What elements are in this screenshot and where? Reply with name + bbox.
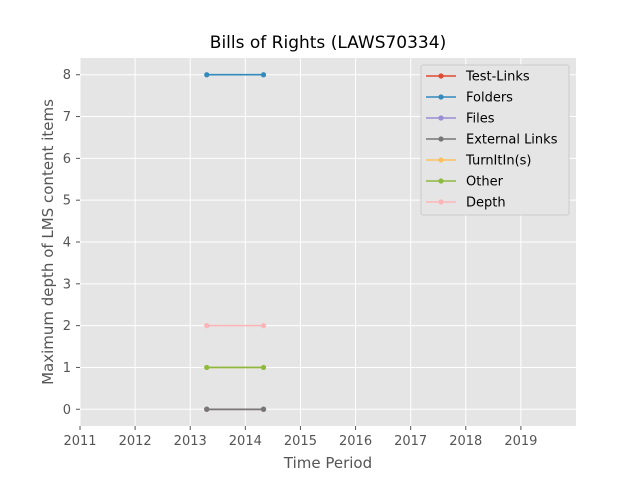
data-point xyxy=(204,364,210,371)
y-axis-label: Maximum depth of LMS content items xyxy=(39,99,57,385)
legend-marker xyxy=(438,199,444,205)
legend-label: External Links xyxy=(466,133,558,148)
series-external-links xyxy=(204,406,267,412)
data-point xyxy=(204,72,210,78)
legend-label: Test-Links xyxy=(465,70,530,85)
legend-box xyxy=(420,64,570,216)
y-tick-label: 2 xyxy=(63,319,71,334)
x-tick-label: 2017 xyxy=(394,434,427,449)
series-depth xyxy=(204,323,267,329)
y-tick-label: 1 xyxy=(63,361,71,376)
data-point xyxy=(260,364,267,371)
legend-marker xyxy=(438,136,444,142)
y-tick-label: 3 xyxy=(63,277,71,292)
legend-marker xyxy=(438,94,444,100)
data-point xyxy=(260,406,267,412)
legend-label: Files xyxy=(466,112,495,127)
data-point xyxy=(204,323,210,329)
legend-label: Folders xyxy=(466,91,513,106)
y-tick-label: 8 xyxy=(63,68,71,83)
x-tick-label: 2019 xyxy=(504,434,537,449)
x-tick-label: 2013 xyxy=(174,434,207,449)
x-tick-label: 2012 xyxy=(119,434,152,449)
legend-marker xyxy=(438,178,444,184)
y-tick-label: 0 xyxy=(63,403,71,418)
x-axis-ticks: 2011 2012 2013 2014 2015 2016 2017 2018 2019 xyxy=(63,426,537,449)
x-tick-label: 2015 xyxy=(284,434,317,449)
x-tick-label: 2018 xyxy=(449,434,482,449)
x-axis-label: Time Period xyxy=(283,454,372,472)
chart-title: Bills of Rights (LAWS70334) xyxy=(210,33,446,53)
series-other xyxy=(204,364,267,371)
legend: Test-Links Folders Files External Links Turn… xyxy=(420,64,570,216)
y-axis-ticks: 0 1 2 3 4 5 6 7 8 xyxy=(63,68,80,418)
data-point xyxy=(204,406,210,412)
data-point xyxy=(260,72,267,78)
x-tick-label: 2016 xyxy=(339,434,372,449)
legend-label: TurnItIn(s) xyxy=(465,154,531,169)
legend-marker xyxy=(438,157,444,163)
legend-label: Other xyxy=(466,175,504,190)
legend-item: Files xyxy=(426,112,495,127)
y-tick-label: 6 xyxy=(63,152,71,167)
y-tick-label: 5 xyxy=(63,194,71,209)
legend-item: TurnItIn(s) xyxy=(426,154,531,169)
legend-item: Other xyxy=(426,175,504,190)
series-folders xyxy=(204,72,267,78)
y-tick-label: 4 xyxy=(63,236,71,251)
legend-marker xyxy=(438,73,444,79)
x-tick-label: 2014 xyxy=(229,434,262,449)
legend-item: Folders xyxy=(426,91,513,106)
y-tick-label: 7 xyxy=(63,110,71,125)
x-tick-label: 2011 xyxy=(63,434,96,449)
legend-label: Depth xyxy=(466,196,506,211)
data-point xyxy=(260,323,267,329)
legend-item: External Links xyxy=(426,133,558,148)
legend-item: Test-Links xyxy=(426,70,530,85)
legend-marker xyxy=(438,115,444,121)
series-group xyxy=(204,72,267,412)
legend-item: Depth xyxy=(426,196,506,211)
